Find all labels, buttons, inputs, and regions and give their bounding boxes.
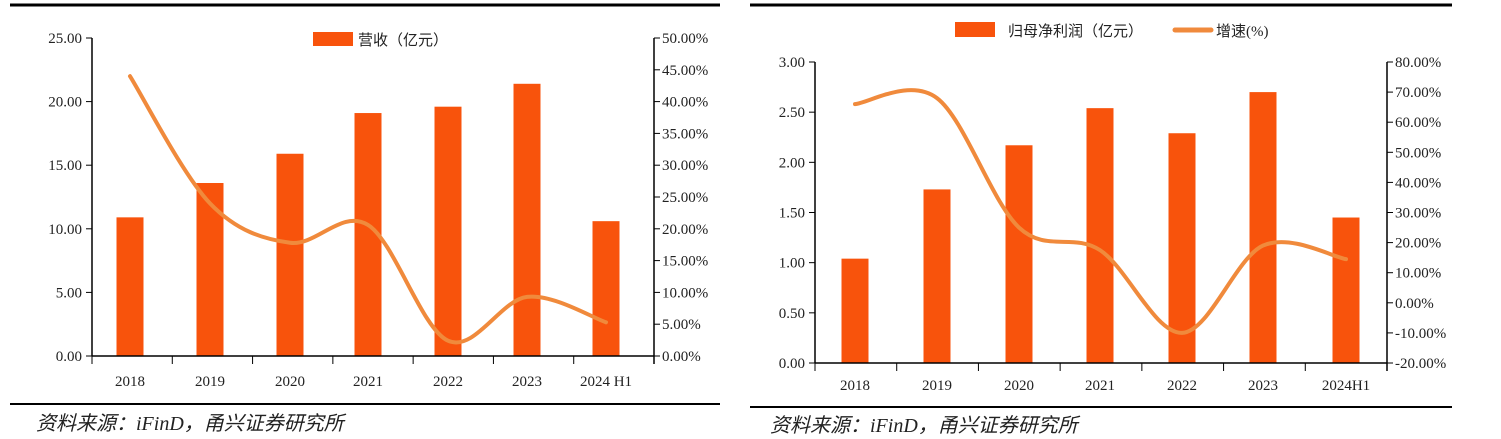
- y-tick-label: 2.00: [779, 155, 805, 171]
- bar-2019: [196, 183, 224, 356]
- chart-2: 资料来源：iFinD，甬兴证券研究所 0.00 0.50 1.00 1.50 2.00 2.…: [750, 3, 1452, 437]
- y-tick-label: 1.50: [779, 206, 805, 222]
- legend-bar-swatch: [955, 22, 995, 37]
- y-tick-label: 1.00: [779, 256, 805, 272]
- bar-2021: [1086, 108, 1114, 363]
- bar-2022: [1168, 133, 1196, 363]
- bar-2022: [434, 106, 462, 356]
- y2-tick-label: 50.00%: [662, 31, 708, 47]
- y2-tick-label: 30.00%: [662, 158, 708, 174]
- x-tick-label: 2024H1: [1322, 378, 1370, 394]
- legend-bar-swatch: [313, 32, 353, 46]
- y2-tick-label: 30.00%: [1395, 206, 1441, 222]
- source-note: 资料来源：iFinD，甬兴证券研究所: [770, 415, 1081, 437]
- bar-2023: [513, 83, 541, 357]
- y2-tick-label: 20.00%: [1395, 236, 1441, 252]
- y-tick-label: 0.00: [779, 356, 805, 372]
- x-tick-label: 2019: [922, 378, 952, 394]
- y-tick-label: 5.00: [56, 285, 82, 301]
- x-tick-label: 2021: [1085, 378, 1115, 394]
- bar-2019: [923, 189, 951, 363]
- x-tick-label: 2024 H1: [580, 374, 632, 390]
- chart-1: 资料来源：iFinD，甬兴证券研究所 0.00 5.00 10.00 15.00 20.0…: [10, 3, 720, 435]
- y-tick-label: 3.00: [779, 55, 805, 71]
- y-tick-label: 0.00: [56, 349, 82, 365]
- source-note: 资料来源：iFinD，甬兴证券研究所: [36, 413, 347, 435]
- y-tick-label: 10.00: [48, 222, 82, 238]
- bar-2020: [276, 153, 304, 356]
- x-tick-label: 2023: [512, 374, 542, 390]
- legend-label: 归母净利润（亿元）: [1008, 23, 1143, 40]
- x-tick-label: 2022: [1167, 378, 1197, 394]
- y2-tick-label: 0.00%: [662, 349, 701, 365]
- bar-2018: [116, 217, 144, 356]
- bar-2018: [841, 258, 869, 363]
- y2-tick-label: 20.00%: [662, 222, 708, 238]
- y-tick-label: 15.00: [48, 158, 82, 174]
- bar-2020: [1005, 145, 1033, 363]
- x-tick-label: 2023: [1248, 378, 1278, 394]
- y-tick-label: 20.00: [48, 95, 82, 111]
- y2-tick-label: 10.00%: [662, 285, 708, 301]
- y2-tick-label: 80.00%: [1395, 55, 1441, 71]
- y-tick-label: 25.00: [48, 31, 82, 47]
- x-tick-label: 2018: [840, 378, 870, 394]
- y2-tick-label: 15.00%: [662, 254, 708, 270]
- y2-tick-label: 40.00%: [1395, 175, 1441, 191]
- y2-tick-label: 35.00%: [662, 126, 708, 142]
- x-tick-label: 2022: [433, 374, 463, 390]
- x-tick-label: 2020: [1004, 378, 1034, 394]
- y2-tick-label: 5.00%: [662, 317, 701, 333]
- y2-tick-label: 45.00%: [662, 63, 708, 79]
- y2-tick-label: 25.00%: [662, 190, 708, 206]
- x-tick-label: 2018: [115, 374, 145, 390]
- legend-label: 营收（亿元）: [358, 32, 448, 49]
- x-tick-label: 2020: [275, 374, 305, 390]
- y2-tick-label: -10.00%: [1395, 326, 1446, 342]
- legend-label: 增速(%): [1216, 23, 1269, 40]
- y2-tick-label: 50.00%: [1395, 145, 1441, 161]
- y2-tick-label: 70.00%: [1395, 85, 1441, 101]
- bar-2023: [1249, 92, 1277, 363]
- x-tick-label: 2019: [195, 374, 225, 390]
- y2-tick-label: 60.00%: [1395, 115, 1441, 131]
- x-tick-label: 2021: [353, 374, 383, 390]
- y2-tick-label: 10.00%: [1395, 266, 1441, 282]
- y2-tick-label: -20.00%: [1395, 356, 1446, 372]
- y-tick-label: 2.50: [779, 105, 805, 121]
- y-tick-label: 0.50: [779, 306, 805, 322]
- y2-tick-label: 0.00%: [1395, 296, 1434, 312]
- bar-2024H1: [592, 221, 620, 356]
- y2-tick-label: 40.00%: [662, 95, 708, 111]
- bar-2024H1: [1332, 217, 1360, 363]
